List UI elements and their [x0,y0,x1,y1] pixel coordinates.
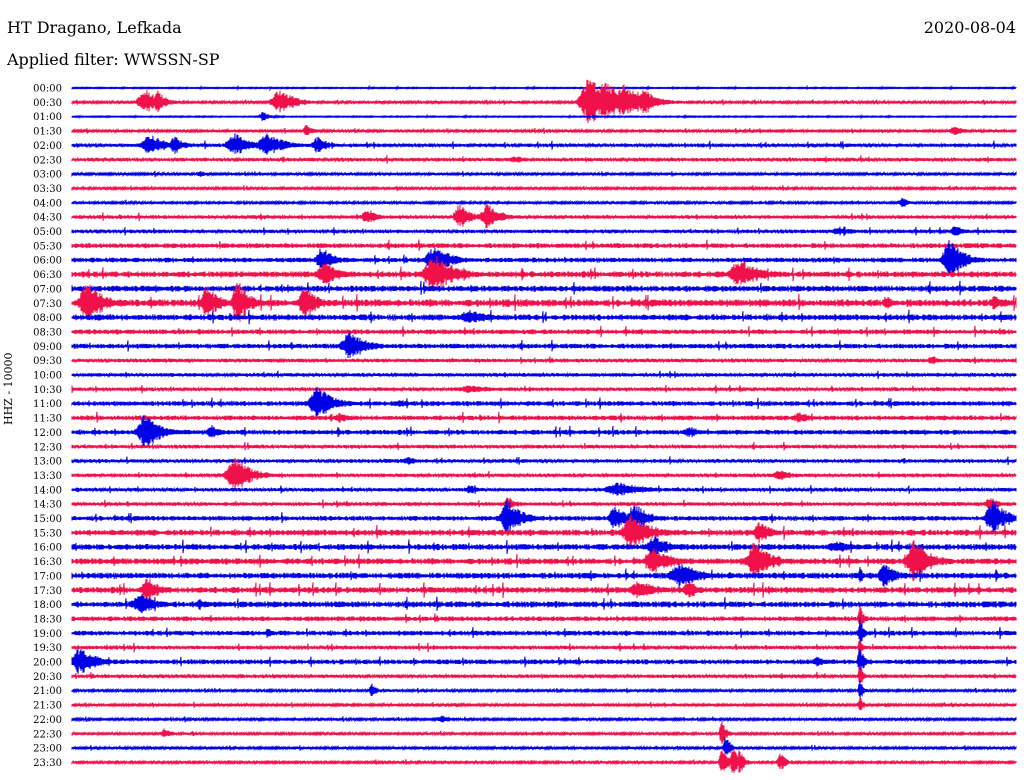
tick-label-0700: 07:00 [33,284,62,295]
tick-label-1200: 12:00 [33,428,62,439]
tick-label-1400: 14:00 [33,485,62,496]
trace-row-0130 [71,124,1017,136]
tick-label-0500: 05:00 [33,227,62,238]
trace-row-2330 [71,748,1017,774]
tick-label-1430: 14:30 [33,500,62,511]
tick-label-2300: 23:00 [33,744,62,755]
tick-label-0030: 00:30 [33,98,62,109]
tick-label-2200: 22:00 [33,715,62,726]
tick-label-2000: 20:00 [33,658,62,669]
trace-row-0900 [71,331,1017,359]
seismic-traces [71,79,1017,774]
tick-label-1630: 16:30 [33,557,62,568]
date-label: 2020-08-04 [923,18,1016,37]
tick-label-2330: 23:30 [33,758,62,769]
trace-row-2030 [71,665,1017,684]
trace-row-1330 [71,457,1017,492]
tick-label-0600: 06:00 [33,256,62,267]
tick-label-0230: 02:30 [33,155,62,166]
station-title: HT Dragano, Lefkada [7,18,182,37]
tick-label-0000: 00:00 [33,84,62,95]
tick-label-0330: 03:30 [33,184,62,195]
tick-label-2100: 21:00 [33,686,62,697]
tick-label-1700: 17:00 [33,571,62,582]
tick-label-1130: 11:30 [33,414,62,425]
tick-label-1100: 11:00 [33,399,62,410]
trace-row-1100 [71,386,1017,419]
tick-label-0400: 04:00 [33,198,62,209]
tick-label-0830: 08:30 [33,327,62,338]
trace-row-1200 [71,415,1017,448]
tick-label-0800: 08:00 [33,313,62,324]
tick-label-1900: 19:00 [33,629,62,640]
tick-label-0630: 06:30 [33,270,62,281]
tick-label-2230: 22:30 [33,729,62,740]
tick-label-0200: 02:00 [33,141,62,152]
tick-label-1500: 15:00 [33,514,62,525]
tick-label-1330: 13:30 [33,471,62,482]
tick-label-0530: 05:30 [33,241,62,252]
tick-label-1300: 13:00 [33,457,62,468]
tick-label-2130: 21:30 [33,701,62,712]
tick-label-1800: 18:00 [33,600,62,611]
trace-row-2230 [71,720,1017,745]
tick-label-1230: 12:30 [33,442,62,453]
trace-row-2300 [71,737,1017,755]
tick-label-1930: 19:30 [33,643,62,654]
tick-label-1030: 10:30 [33,385,62,396]
tick-label-1530: 15:30 [33,528,62,539]
tick-label-1600: 16:00 [33,543,62,554]
tick-label-0300: 03:00 [33,170,62,181]
tick-label-0730: 07:30 [33,299,62,310]
trace-row-0200 [71,133,1017,155]
tick-label-0430: 04:30 [33,213,62,224]
time-tick-labels: 00:00 00:30 01:00 01:30 02:00 02:30 03:00 03:30… [33,84,62,769]
tick-label-1000: 10:00 [33,371,62,382]
trace-row-0700 [71,280,1017,296]
tick-label-0900: 09:00 [33,342,62,353]
tick-label-0930: 09:30 [33,356,62,367]
tick-label-2030: 20:30 [33,672,62,683]
tick-label-0130: 01:30 [33,127,62,138]
trace-row-2130 [71,697,1017,711]
filter-label: Applied filter: WWSSN-SP [7,50,220,69]
tick-label-0100: 01:00 [33,112,62,123]
tick-label-1830: 18:30 [33,614,62,625]
tick-label-1730: 17:30 [33,586,62,597]
trace-row-1800 [71,594,1017,614]
